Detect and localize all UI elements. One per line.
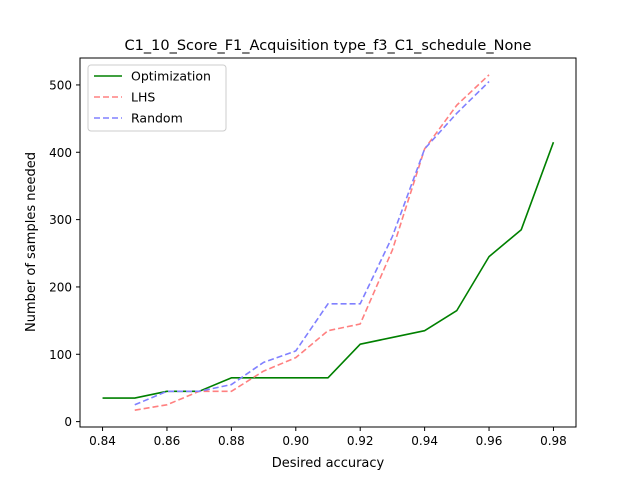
y-axis-label: Number of samples needed <box>24 152 39 332</box>
y-tick-label: 100 <box>49 348 72 362</box>
legend-box <box>87 64 227 132</box>
y-axis: 0 100 200 300 400 500 <box>49 78 80 429</box>
x-tick-label: 0.90 <box>282 434 309 448</box>
legend-label: Optimization <box>131 69 211 84</box>
y-tick-label: 300 <box>49 213 72 227</box>
x-tick-label: 0.94 <box>411 434 438 448</box>
x-axis: 0.84 0.86 0.88 0.90 0.92 0.94 0.96 0.98 <box>89 427 567 448</box>
x-axis-label: Desired accuracy <box>272 456 385 471</box>
series-line-random <box>134 80 490 406</box>
y-tick-label: 500 <box>49 78 72 92</box>
legend: Optimization LHS Random <box>87 64 227 132</box>
x-tick-label: 0.98 <box>540 434 567 448</box>
x-tick-label: 0.96 <box>476 434 503 448</box>
x-tick-label: 0.92 <box>347 434 374 448</box>
legend-label: LHS <box>131 90 155 105</box>
series-layer <box>102 74 555 411</box>
y-tick-label: 0 <box>64 415 72 429</box>
y-tick-label: 200 <box>49 280 72 294</box>
chart-title: C1_10_Score_F1_Acquisition type_f3_C1_sc… <box>125 38 532 54</box>
x-tick-label: 0.84 <box>89 434 116 448</box>
series-line-lhs <box>134 74 490 411</box>
x-tick-label: 0.88 <box>218 434 245 448</box>
y-tick-label: 400 <box>49 146 72 160</box>
legend-label: Random <box>131 111 183 126</box>
x-tick-label: 0.86 <box>154 434 181 448</box>
plot-frame <box>79 57 577 428</box>
